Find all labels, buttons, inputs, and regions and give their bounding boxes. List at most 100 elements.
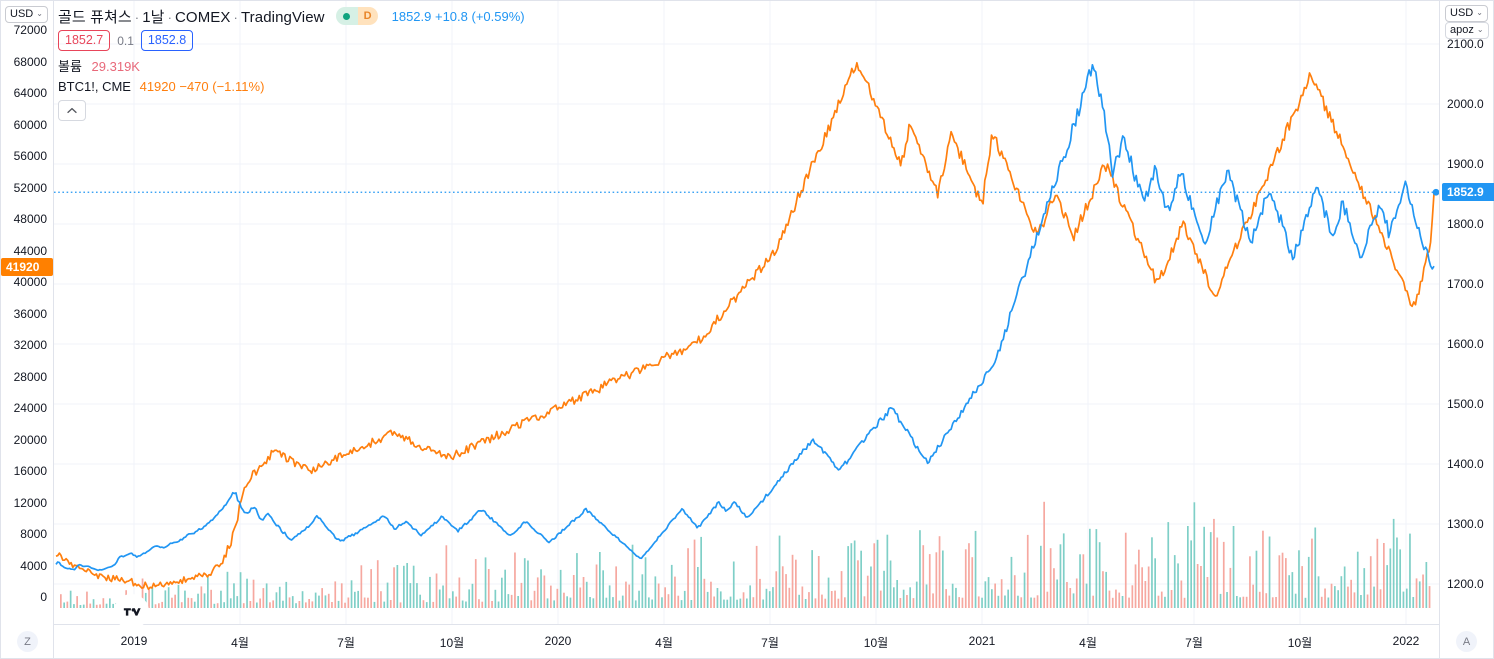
volume-bar xyxy=(350,580,353,608)
volume-bar xyxy=(367,597,369,608)
legend-volume-row[interactable]: 볼륨 29.319K xyxy=(58,56,525,75)
volume-bar xyxy=(363,597,366,608)
left-price-axis[interactable]: USD ⌄ 72000 68000 64000 60000 56000 52000 4800… xyxy=(1,1,54,626)
collapse-legend-button[interactable] xyxy=(58,100,86,121)
volume-bar xyxy=(1138,549,1140,608)
volume-bar xyxy=(1040,545,1042,608)
volume-bar xyxy=(579,587,582,608)
volume-bar xyxy=(278,586,281,608)
ohlc-high-value[interactable]: 1852.8 xyxy=(140,30,194,51)
volume-bar xyxy=(1089,528,1091,608)
volume-bar xyxy=(739,598,742,608)
volume-bar xyxy=(945,589,947,608)
volume-bar xyxy=(674,576,676,608)
time-axis-tick-label: 7월 xyxy=(337,636,355,650)
left-axis-currency-selector[interactable]: USD ⌄ xyxy=(5,6,48,23)
volume-bar xyxy=(233,583,235,608)
volume-bar xyxy=(504,569,506,608)
volume-bar xyxy=(830,591,833,608)
time-axis-auto-scale-button[interactable]: A xyxy=(1456,631,1477,652)
volume-bar xyxy=(955,587,957,608)
interval-label[interactable]: 1날 xyxy=(142,8,165,26)
volume-bar xyxy=(1105,571,1107,608)
right-axis-currency-label: USD xyxy=(1450,7,1474,19)
chart-plot-area[interactable] xyxy=(54,1,1442,626)
volume-bar xyxy=(1425,562,1428,608)
volume-bar xyxy=(1098,542,1101,608)
volume-bar xyxy=(1392,518,1395,608)
left-axis-tick: 16000 xyxy=(13,464,47,478)
volume-bar xyxy=(785,574,787,608)
exchange-label[interactable]: COMEX xyxy=(175,8,231,26)
volume-bar xyxy=(553,600,555,608)
volume-bar xyxy=(308,599,310,608)
volume-bar xyxy=(1180,580,1183,608)
time-axis-tick-label: 2022 xyxy=(1392,634,1420,648)
time-axis-tick-label: 10월 xyxy=(439,636,465,650)
volume-bar xyxy=(1265,593,1268,608)
volume-bar xyxy=(801,586,804,608)
volume-bar xyxy=(958,597,960,608)
volume-bar xyxy=(951,583,954,608)
time-axis-tick-label: 2020 xyxy=(544,634,572,648)
volume-bar xyxy=(1409,533,1411,608)
volume-bar xyxy=(922,545,925,608)
volume-bar xyxy=(618,600,621,608)
volume-bar xyxy=(256,602,258,608)
chart-legend: 골드 퓨쳐스 · 1날 · COMEX · TradingView D 1852.9 +10… xyxy=(58,5,525,121)
volume-bar xyxy=(582,577,585,608)
volume-bar xyxy=(1285,558,1287,608)
time-axis[interactable]: Z 2019 4월 7월 10월 2020 4월 7월 10월 2021 4월 7월 10월 2022 … xyxy=(1,624,1493,658)
volume-bar xyxy=(1154,558,1156,608)
page-title: 골드 퓨쳐스 · 1날 · COMEX · TradingView xyxy=(58,6,325,27)
volume-bar xyxy=(1115,589,1117,608)
volume-bar xyxy=(354,591,356,608)
volume-bar xyxy=(259,598,261,608)
volume-bar xyxy=(974,530,977,608)
volume-bar xyxy=(399,602,402,608)
time-axis-tick-label: 2021 xyxy=(968,634,996,648)
volume-bar xyxy=(210,589,212,608)
volume-bar xyxy=(719,591,722,608)
right-axis-scale-selector[interactable]: apoz ⌄ xyxy=(1445,22,1489,39)
volume-bar xyxy=(863,596,866,608)
volume-bar xyxy=(1017,595,1019,608)
volume-bar xyxy=(1216,537,1219,608)
volume-bar xyxy=(92,599,95,608)
volume-bar xyxy=(932,593,934,608)
volume-bar xyxy=(514,552,516,608)
volume-bar xyxy=(873,543,876,608)
legend-btc-row[interactable]: BTC1!, CME 41920 −470 (−1.11%) xyxy=(58,79,525,94)
volume-bar xyxy=(1412,597,1415,608)
volume-bar xyxy=(1350,579,1352,608)
volume-bar xyxy=(631,544,634,608)
left-axis-tick: 0 xyxy=(40,590,47,604)
volume-bar xyxy=(105,603,108,608)
volume-bar xyxy=(1239,597,1241,608)
ohlc-low-value[interactable]: 1852.7 xyxy=(58,30,111,51)
volume-bar xyxy=(1121,596,1124,608)
volume-bar xyxy=(193,601,196,608)
right-price-axis[interactable]: USD ⌄ apoz ⌄ 2100.0 2000.0 1900.0 1800.0 170… xyxy=(1439,1,1494,626)
volume-bar xyxy=(305,602,307,608)
volume-bar xyxy=(1347,586,1349,608)
status-badge[interactable]: D xyxy=(335,7,378,25)
volume-bar xyxy=(1013,575,1016,608)
volume-bar xyxy=(148,589,150,608)
volume-bar xyxy=(1262,530,1264,608)
volume-bar xyxy=(229,598,232,608)
volume-bar xyxy=(964,549,967,608)
source-label[interactable]: TradingView xyxy=(240,8,325,26)
volume-bar xyxy=(318,595,320,608)
volume-bar xyxy=(455,596,457,608)
volume-bar xyxy=(808,592,810,608)
time-axis-zoom-reset-button[interactable]: Z xyxy=(17,631,38,652)
left-axis-tick: 48000 xyxy=(13,212,47,226)
volume-bar xyxy=(73,604,75,608)
volume-bar xyxy=(99,604,101,608)
right-axis-currency-selector[interactable]: USD ⌄ xyxy=(1445,5,1488,22)
volume-bar xyxy=(821,594,823,608)
volume-bar xyxy=(1343,566,1346,608)
symbol-name[interactable]: 골드 퓨쳐스 xyxy=(58,8,132,26)
volume-bar xyxy=(79,605,82,608)
